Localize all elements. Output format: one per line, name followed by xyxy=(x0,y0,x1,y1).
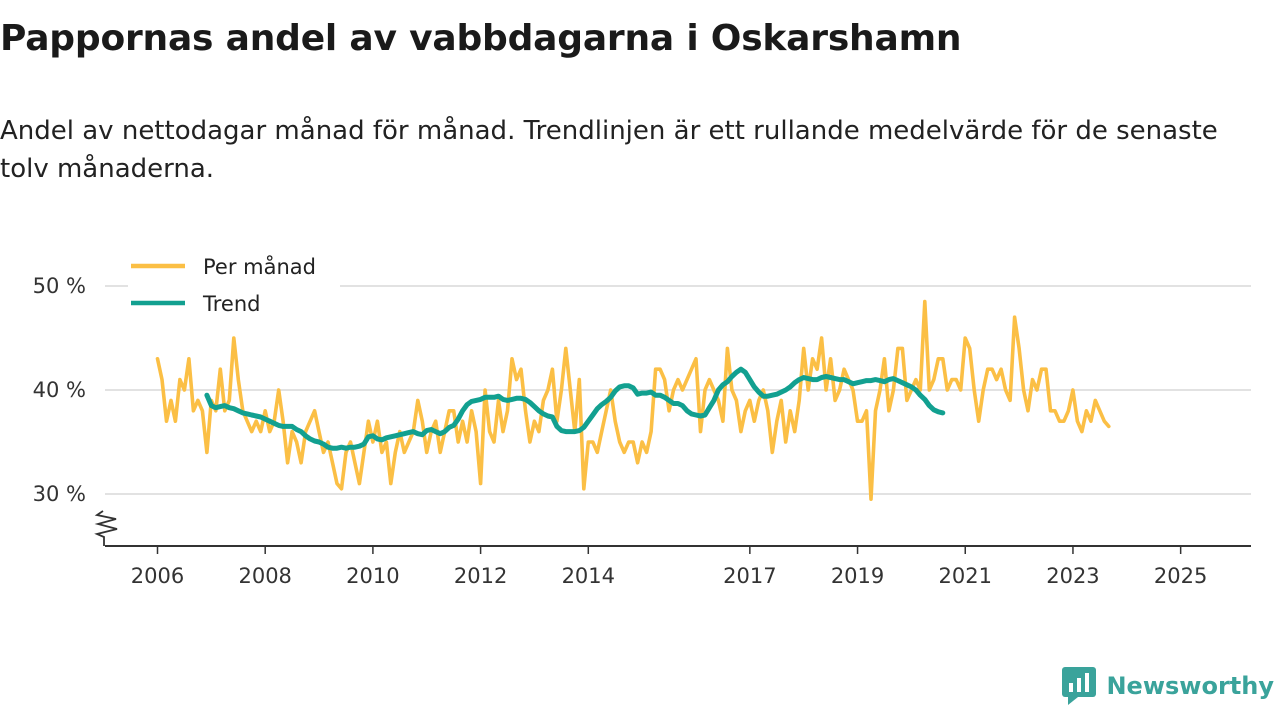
axis-break-icon xyxy=(94,510,118,546)
y-axis-ticks: 30 % 40 % 50 % xyxy=(33,274,86,506)
series-line-trend xyxy=(204,366,946,451)
y-tick-label-50: 50 % xyxy=(33,274,86,298)
brand-logo[interactable]: Newsworthy xyxy=(1062,666,1274,706)
x-axis-ticks: 2006 2008 2010 2012 2014 2017 2019 2021 2023 2025 xyxy=(131,546,1207,588)
y-tick-label-40: 40 % xyxy=(33,378,86,402)
legend-background xyxy=(128,250,340,320)
chart-subtitle: Andel av nettodagar månad för månad. Tre… xyxy=(0,116,1218,184)
legend: Per månad Trend xyxy=(128,250,340,320)
x-tick-label-2014: 2014 xyxy=(562,564,615,588)
legend-label-trend: Trend xyxy=(202,292,260,316)
x-tick-label-2010: 2010 xyxy=(346,564,399,588)
series-layer xyxy=(155,299,1111,502)
chart-title: Pappornas andel av vabbdagarna i Oskarsh… xyxy=(0,18,962,59)
x-tick-label-2025: 2025 xyxy=(1154,564,1207,588)
x-tick-label-2012: 2012 xyxy=(454,564,507,588)
x-tick-label-2023: 2023 xyxy=(1046,564,1099,588)
x-tick-label-2017: 2017 xyxy=(723,564,776,588)
x-tick-label-2019: 2019 xyxy=(831,564,884,588)
brand-name: Newsworthy xyxy=(1106,672,1274,700)
newsworthy-logo-icon xyxy=(1062,667,1097,705)
y-tick-label-30: 30 % xyxy=(33,482,86,506)
legend-label-per-manad: Per månad xyxy=(203,254,316,279)
series-line-per-manad xyxy=(155,299,1111,502)
x-tick-label-2021: 2021 xyxy=(939,564,992,588)
x-tick-label-2006: 2006 xyxy=(131,564,184,588)
x-axis xyxy=(94,510,1251,547)
x-tick-label-2008: 2008 xyxy=(238,564,291,588)
